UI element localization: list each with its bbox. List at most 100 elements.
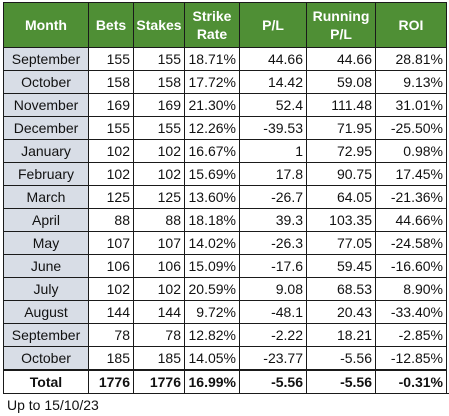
- month-cell[interactable]: November: [3, 93, 89, 117]
- pl-cell[interactable]: 14.42: [239, 70, 307, 94]
- strike-rate-cell[interactable]: 12.26%: [184, 116, 240, 140]
- roi-cell[interactable]: -2.85%: [375, 323, 447, 347]
- stakes-cell[interactable]: 88: [133, 208, 185, 232]
- month-cell[interactable]: December: [3, 116, 89, 140]
- stakes-cell[interactable]: 144: [133, 300, 185, 324]
- strike-rate-cell[interactable]: 18.18%: [184, 208, 240, 232]
- running-pl-cell[interactable]: 20.43: [306, 300, 376, 324]
- total-strike-rate-cell[interactable]: 16.99%: [184, 369, 240, 394]
- bets-cell[interactable]: 102: [88, 277, 134, 301]
- month-cell[interactable]: February: [3, 162, 89, 186]
- running-pl-cell[interactable]: 77.05: [306, 231, 376, 255]
- header-bets[interactable]: Bets: [88, 2, 134, 48]
- running-pl-cell[interactable]: 90.75: [306, 162, 376, 186]
- roi-cell[interactable]: 31.01%: [375, 93, 447, 117]
- roi-cell[interactable]: -24.58%: [375, 231, 447, 255]
- pl-cell[interactable]: -26.7: [239, 185, 307, 209]
- bets-cell[interactable]: 144: [88, 300, 134, 324]
- bets-cell[interactable]: 155: [88, 47, 134, 71]
- total-label-cell[interactable]: Total: [3, 369, 89, 394]
- running-pl-cell[interactable]: 72.95: [306, 139, 376, 163]
- pl-cell[interactable]: 39.3: [239, 208, 307, 232]
- pl-cell[interactable]: 1: [239, 139, 307, 163]
- pl-cell[interactable]: -17.6: [239, 254, 307, 278]
- running-pl-cell[interactable]: 111.48: [306, 93, 376, 117]
- stakes-cell[interactable]: 102: [133, 277, 185, 301]
- pl-cell[interactable]: 17.8: [239, 162, 307, 186]
- stakes-cell[interactable]: 78: [133, 323, 185, 347]
- total-roi-cell[interactable]: -0.31%: [375, 369, 447, 394]
- running-pl-cell[interactable]: -5.56: [306, 346, 376, 371]
- strike-rate-cell[interactable]: 14.05%: [184, 346, 240, 371]
- stakes-cell[interactable]: 185: [133, 346, 185, 371]
- stakes-cell[interactable]: 155: [133, 116, 185, 140]
- strike-rate-cell[interactable]: 13.60%: [184, 185, 240, 209]
- roi-cell[interactable]: -33.40%: [375, 300, 447, 324]
- roi-cell[interactable]: 28.81%: [375, 47, 447, 71]
- month-cell[interactable]: April: [3, 208, 89, 232]
- pl-cell[interactable]: -26.3: [239, 231, 307, 255]
- roi-cell[interactable]: 9.13%: [375, 70, 447, 94]
- pl-cell[interactable]: 52.4: [239, 93, 307, 117]
- header-stakes[interactable]: Stakes: [133, 2, 185, 48]
- total-stakes-cell[interactable]: 1776: [133, 369, 185, 394]
- bets-cell[interactable]: 125: [88, 185, 134, 209]
- bets-cell[interactable]: 102: [88, 162, 134, 186]
- stakes-cell[interactable]: 106: [133, 254, 185, 278]
- bets-cell[interactable]: 88: [88, 208, 134, 232]
- bets-cell[interactable]: 185: [88, 346, 134, 371]
- stakes-cell[interactable]: 125: [133, 185, 185, 209]
- strike-rate-cell[interactable]: 20.59%: [184, 277, 240, 301]
- roi-cell[interactable]: -25.50%: [375, 116, 447, 140]
- pl-cell[interactable]: -2.22: [239, 323, 307, 347]
- pl-cell[interactable]: -39.53: [239, 116, 307, 140]
- month-cell[interactable]: October: [3, 70, 89, 94]
- stakes-cell[interactable]: 158: [133, 70, 185, 94]
- strike-rate-cell[interactable]: 16.67%: [184, 139, 240, 163]
- header-strike-rate[interactable]: Strike Rate: [184, 2, 240, 48]
- roi-cell[interactable]: -21.36%: [375, 185, 447, 209]
- roi-cell[interactable]: -12.85%: [375, 346, 447, 371]
- strike-rate-cell[interactable]: 15.09%: [184, 254, 240, 278]
- bets-cell[interactable]: 107: [88, 231, 134, 255]
- running-pl-cell[interactable]: 68.53: [306, 277, 376, 301]
- roi-cell[interactable]: 44.66%: [375, 208, 447, 232]
- running-pl-cell[interactable]: 103.35: [306, 208, 376, 232]
- month-cell[interactable]: August: [3, 300, 89, 324]
- strike-rate-cell[interactable]: 12.82%: [184, 323, 240, 347]
- bets-cell[interactable]: 169: [88, 93, 134, 117]
- total-pl-cell[interactable]: -5.56: [239, 369, 307, 394]
- footnote-cell[interactable]: Up to 15/10/23: [3, 393, 449, 415]
- stakes-cell[interactable]: 107: [133, 231, 185, 255]
- total-bets-cell[interactable]: 1776: [88, 369, 134, 394]
- header-roi[interactable]: ROI: [375, 2, 447, 48]
- month-cell[interactable]: September: [3, 323, 89, 347]
- running-pl-cell[interactable]: 64.05: [306, 185, 376, 209]
- stakes-cell[interactable]: 169: [133, 93, 185, 117]
- month-cell[interactable]: March: [3, 185, 89, 209]
- running-pl-cell[interactable]: 18.21: [306, 323, 376, 347]
- running-pl-cell[interactable]: 59.45: [306, 254, 376, 278]
- month-cell[interactable]: July: [3, 277, 89, 301]
- pl-cell[interactable]: -23.77: [239, 346, 307, 371]
- bets-cell[interactable]: 155: [88, 116, 134, 140]
- strike-rate-cell[interactable]: 14.02%: [184, 231, 240, 255]
- header-pl[interactable]: P/L: [239, 2, 307, 48]
- month-cell[interactable]: May: [3, 231, 89, 255]
- bets-cell[interactable]: 102: [88, 139, 134, 163]
- pl-cell[interactable]: 9.08: [239, 277, 307, 301]
- roi-cell[interactable]: 17.45%: [375, 162, 447, 186]
- total-running-pl-cell[interactable]: -5.56: [306, 369, 376, 394]
- strike-rate-cell[interactable]: 18.71%: [184, 47, 240, 71]
- roi-cell[interactable]: 0.98%: [375, 139, 447, 163]
- running-pl-cell[interactable]: 71.95: [306, 116, 376, 140]
- pl-cell[interactable]: -48.1: [239, 300, 307, 324]
- strike-rate-cell[interactable]: 21.30%: [184, 93, 240, 117]
- bets-cell[interactable]: 106: [88, 254, 134, 278]
- bets-cell[interactable]: 158: [88, 70, 134, 94]
- pl-cell[interactable]: 44.66: [239, 47, 307, 71]
- running-pl-cell[interactable]: 59.08: [306, 70, 376, 94]
- month-cell[interactable]: October: [3, 346, 89, 371]
- header-running-pl[interactable]: Running P/L: [306, 2, 376, 48]
- month-cell[interactable]: January: [3, 139, 89, 163]
